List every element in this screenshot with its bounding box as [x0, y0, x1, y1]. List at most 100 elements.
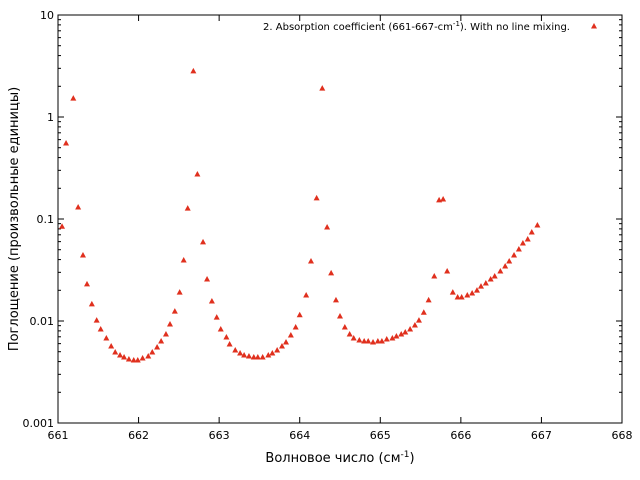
y-tick-label: 0.001	[23, 417, 55, 430]
x-label-sup: -1	[401, 450, 410, 460]
data-point	[75, 204, 82, 210]
data-point	[370, 338, 377, 345]
data-point	[200, 238, 207, 245]
data-point	[139, 354, 146, 361]
x-axis-label: Волновое число (см-1)	[265, 450, 414, 466]
data-point	[398, 330, 405, 337]
data-point	[444, 268, 451, 274]
data-point	[341, 324, 348, 330]
data-point	[103, 335, 110, 341]
legend-marker	[591, 23, 597, 29]
data-point	[166, 320, 173, 327]
data-point	[292, 324, 299, 330]
data-point	[365, 337, 372, 344]
data-point	[313, 194, 320, 201]
data-point	[117, 352, 124, 358]
x-tick-label: 662	[128, 429, 149, 442]
data-point	[162, 330, 169, 337]
data-point	[283, 338, 290, 345]
data-point	[171, 308, 178, 314]
data-point	[449, 289, 456, 295]
data-point	[208, 298, 215, 304]
data-point	[458, 293, 465, 300]
data-point	[97, 325, 104, 332]
data-point	[112, 348, 119, 355]
data-point	[332, 296, 339, 303]
data-point	[425, 296, 432, 303]
data-point	[237, 349, 244, 356]
data-point	[328, 269, 335, 276]
data-point	[232, 346, 239, 353]
data-point	[389, 335, 396, 341]
data-point	[415, 317, 422, 323]
data-point	[519, 239, 526, 246]
y-tick-label: 0.1	[37, 213, 55, 226]
data-point	[319, 85, 326, 91]
data-point	[383, 335, 390, 342]
data-point	[250, 353, 257, 360]
data-point	[515, 246, 522, 252]
data-point	[223, 333, 230, 340]
data-point	[176, 289, 183, 295]
x-tick-label: 663	[209, 429, 230, 442]
x-tick-label: 664	[289, 429, 310, 442]
data-point	[134, 356, 141, 363]
data-point	[528, 228, 535, 235]
data-point	[287, 332, 294, 338]
x-tick-label: 668	[612, 429, 633, 442]
legend-text: 2. Absorption coefficient (661-667-cm	[263, 22, 453, 33]
data-point	[473, 287, 480, 293]
data-point	[491, 273, 498, 279]
data-point	[487, 276, 494, 282]
y-tick-label: 1	[47, 111, 54, 124]
x-tick-label: 666	[450, 429, 471, 442]
data-point	[431, 273, 438, 279]
data-point	[180, 257, 187, 263]
data-point	[420, 309, 427, 315]
y-tick-label: 0.01	[30, 315, 55, 328]
data-point	[149, 348, 156, 355]
data-point	[217, 325, 224, 332]
data-point	[478, 283, 484, 289]
data-point	[502, 263, 509, 269]
data-point	[265, 352, 272, 358]
x-tick-label: 661	[48, 429, 69, 442]
data-point	[190, 67, 197, 74]
data-point	[534, 222, 541, 228]
data-point	[482, 279, 489, 286]
data-point	[469, 290, 476, 296]
data-point	[346, 330, 353, 337]
data-point	[274, 346, 281, 353]
data-point	[411, 321, 418, 328]
data-point	[204, 276, 211, 282]
data-point	[194, 171, 201, 177]
data-point	[506, 258, 513, 264]
data-point	[350, 335, 357, 341]
x-label-end: )	[409, 451, 414, 466]
data-point	[464, 291, 471, 298]
x-tick-label: 667	[531, 429, 552, 442]
data-point	[378, 337, 385, 344]
data-point	[278, 342, 285, 349]
data-point	[303, 291, 310, 298]
data-point	[59, 223, 66, 229]
data-point	[337, 312, 343, 319]
data-point	[454, 293, 461, 300]
data-point	[374, 337, 381, 344]
data-point	[213, 314, 220, 320]
x-label-text: Волновое число (см	[265, 451, 400, 466]
x-tick-label: 665	[370, 429, 391, 442]
data-point	[356, 337, 363, 343]
legend-end: ). With no line mixing.	[460, 22, 570, 33]
data-point	[241, 352, 248, 358]
data-point	[497, 268, 504, 274]
data-point	[70, 95, 77, 101]
y-tick-label: 10	[40, 9, 54, 22]
data-point	[259, 353, 266, 360]
legend-label: 2. Absorption coefficient (661-667-cm-1)…	[263, 20, 570, 33]
data-point	[121, 353, 128, 360]
data-point	[158, 337, 165, 344]
y-axis-label: Поглощение (произвольные единицы)	[7, 87, 22, 351]
